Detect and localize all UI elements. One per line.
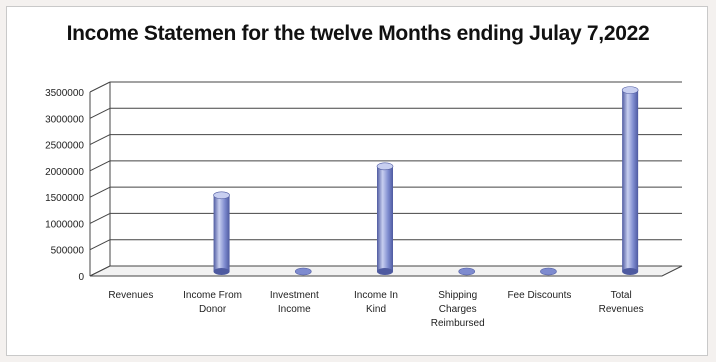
x-category-label: Investment Income (270, 290, 319, 315)
bar-1 (213, 191, 230, 275)
x-category-label-line: Charges (439, 304, 477, 315)
x-category-label-line: Kind (366, 304, 386, 315)
x-category-label-line: Investment (270, 290, 319, 301)
bar-body (213, 195, 230, 272)
x-category-label: Income From Donor (183, 290, 242, 315)
bar-flat (294, 267, 312, 276)
y-tick-label: 0 (78, 272, 84, 283)
gridline-side (89, 81, 111, 93)
bar-flat (458, 267, 476, 276)
bar-flat (540, 267, 557, 276)
gridline-side (89, 107, 111, 119)
bar-base (622, 268, 639, 275)
x-category-label: Total Revenues (599, 290, 644, 315)
bar-base (213, 268, 230, 275)
bar-top (376, 162, 394, 171)
bar-3 (376, 162, 394, 275)
bar-base (377, 268, 393, 275)
gridline-side (89, 186, 111, 198)
bar-top (213, 191, 230, 200)
y-tick-label: 2500000 (45, 141, 84, 152)
x-category-label-line: Shipping (438, 290, 477, 301)
bar-2 (294, 267, 312, 276)
gridline-side (89, 212, 111, 224)
chart-title: Income Statemen for the twelve Months en… (66, 22, 650, 45)
gridline-side (89, 134, 111, 146)
bar-body (377, 166, 393, 272)
x-category-label-line: Total (611, 290, 632, 301)
bar-5 (540, 267, 557, 276)
gridline-side (89, 160, 111, 172)
x-category-label-line: Income (278, 304, 311, 315)
gridline-side (89, 239, 111, 251)
y-tick-label: 3000000 (45, 114, 84, 125)
y-tick-label: 1000000 (45, 219, 84, 230)
x-category-label-line: Donor (199, 304, 227, 315)
x-category-label: Income In Kind (354, 290, 398, 315)
x-category-label-line: Revenues (108, 290, 153, 301)
y-tick-label: 3500000 (45, 88, 84, 99)
y-tick-label: 2000000 (45, 167, 84, 178)
bar-body (622, 90, 639, 272)
chart-frame (6, 6, 708, 356)
x-category-label-line: Fee Discounts (507, 290, 571, 301)
bar-6 (621, 86, 639, 275)
y-tick-label: 1500000 (45, 193, 84, 204)
y-tick-label: 500000 (51, 246, 85, 257)
x-category-label: Shipping Charges Reimbursed (431, 290, 485, 329)
bar-top (621, 86, 639, 94)
x-category-label: Revenues (108, 290, 153, 301)
x-category-label: Fee Discounts (507, 290, 571, 301)
x-category-label-line: Income From (183, 290, 242, 301)
x-category-label-line: Income In (354, 290, 398, 301)
bar-4 (458, 267, 476, 276)
x-category-label-line: Revenues (599, 304, 644, 315)
x-category-label-line: Reimbursed (431, 318, 485, 329)
